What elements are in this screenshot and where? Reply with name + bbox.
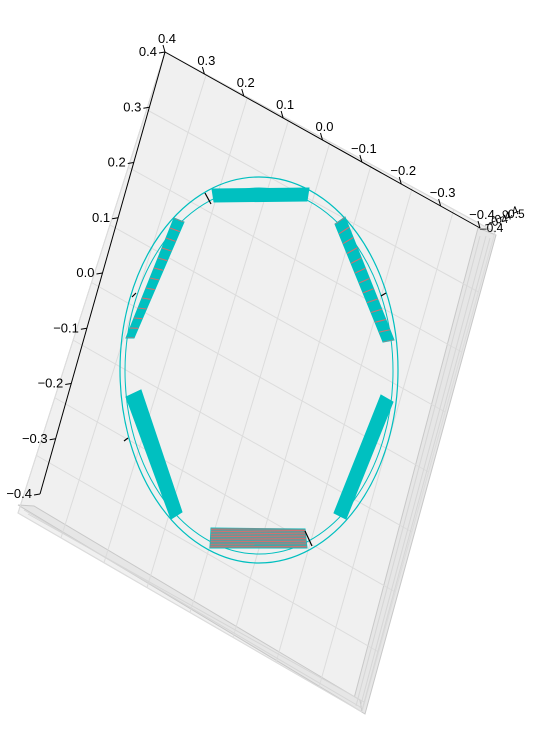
module-stripe (358, 277, 370, 284)
module-stripe (165, 237, 176, 242)
module-top (211, 187, 310, 203)
left-axis-tick-label: −0.3 (22, 431, 48, 446)
module-stripe (133, 317, 143, 320)
detector-modules (125, 187, 395, 549)
left-axis-tick (112, 217, 119, 220)
module-stripe (374, 318, 386, 323)
module-stripe (350, 257, 362, 264)
module-stripe (157, 257, 168, 262)
top-axis-tick (280, 110, 284, 119)
left-axis-tick-label: 0.2 (108, 155, 126, 170)
left-axis-tick (158, 51, 166, 54)
left-axis-ticks: 0.4 0.3 0.2 0.1 0.0 −0.1 −0.2 −0.3 −0.4 (6, 44, 166, 501)
module-stripe (342, 237, 354, 245)
top-axis-tick-label: −0.2 (390, 163, 416, 178)
corner-tick-label: –0.4 (487, 208, 514, 229)
left-axis-tick-label: 0.4 (139, 44, 157, 59)
module-stripe (210, 534, 306, 536)
top-axis-tick-label: 0.1 (276, 97, 294, 112)
module-stripe (366, 298, 378, 304)
top-axis-tick (438, 198, 442, 207)
module-lower-left (125, 389, 183, 520)
corner-tick-label: –0.4 (483, 212, 509, 231)
ring-tick (304, 530, 313, 547)
top-axis-tick-label: −0.1 (351, 141, 377, 156)
floor-grid-lines (23, 235, 491, 711)
corner-tick-label: 0.5 (508, 207, 525, 221)
module-stripe (161, 247, 172, 252)
left-axis-tick-label: −0.1 (53, 320, 79, 335)
module-stripe (338, 226, 350, 235)
grid-line (72, 339, 413, 533)
top-axis-ticks: 0.4 0.3 0.2 0.1 0.0 −0.1 −0.2 −0.3 −0.4 (158, 31, 495, 229)
ring-tick (123, 437, 129, 442)
module-stripe (141, 297, 151, 300)
top-axis-tick (320, 132, 323, 141)
left-axis-tick (127, 162, 134, 164)
module-stripes-upper-left (126, 218, 184, 338)
grid-line (361, 231, 496, 713)
ring-tick (380, 292, 387, 297)
module-stripe (169, 227, 181, 233)
top-axis-tick (201, 66, 205, 75)
corner-tick-label: –0.4 (480, 221, 504, 235)
top-axis-tick-label: 0.4 (158, 31, 176, 46)
module-stripe (354, 267, 366, 274)
grid-line (54, 397, 396, 593)
top-axis-tick (477, 220, 481, 229)
module-stripes-upper-right (335, 217, 394, 342)
module-stripe (210, 535, 306, 538)
top-axis-tick-label: −0.4 (469, 207, 495, 222)
ring-tick-marks (123, 192, 387, 547)
left-axis-tick-label: 0.3 (123, 99, 141, 114)
left-axis-tick (49, 438, 56, 441)
module-lower-right (333, 394, 394, 520)
module-stripe (370, 308, 382, 314)
grid-line (17, 512, 363, 713)
top-axis-tick (241, 88, 245, 97)
module-stripe (210, 529, 306, 532)
left-axis-tick-label: 0.0 (76, 265, 94, 280)
ring-tick (204, 192, 212, 205)
left-axis-tick-label: −0.4 (6, 486, 32, 501)
module-stripe (153, 267, 164, 271)
module-stripes-bottom (210, 528, 307, 548)
module-stripe (346, 247, 358, 254)
grid-line (275, 186, 413, 663)
outer-ring (119, 176, 399, 564)
module-stripe (362, 288, 374, 294)
corner-tick-cluster: –0.4 –0.4 –0.4 –0.4 0.5 (480, 203, 525, 235)
top-axis-tick (162, 44, 166, 53)
left-axis-tick-label: −0.2 (38, 376, 64, 391)
ring-tick (131, 292, 137, 298)
left-axis-tick-label: 0.1 (92, 210, 110, 225)
left-axis-tick (65, 383, 72, 385)
top-axis-tick-label: 0.0 (315, 119, 333, 134)
left-axis-tick (143, 106, 150, 109)
left-axis-tick (80, 327, 87, 330)
module-stripe (378, 329, 391, 333)
top-axis-tick (398, 176, 402, 185)
top-axis-tick-label: 0.3 (197, 53, 215, 68)
left-axis-tick (96, 272, 103, 275)
module-stripe (137, 307, 147, 310)
top-axis-tick-label: −0.3 (430, 185, 456, 200)
inner-ring (124, 187, 394, 555)
grid-line (36, 454, 379, 653)
module-stripe (210, 532, 306, 535)
left-axis-tick (33, 493, 41, 496)
module-stripe (145, 287, 155, 291)
top-axis-tick-label: 0.2 (237, 75, 255, 90)
back-pane (17, 51, 496, 713)
module-stripe (149, 277, 160, 281)
module-stripe (210, 537, 307, 540)
top-axis-tick (359, 154, 363, 163)
module-stripe (210, 530, 306, 533)
